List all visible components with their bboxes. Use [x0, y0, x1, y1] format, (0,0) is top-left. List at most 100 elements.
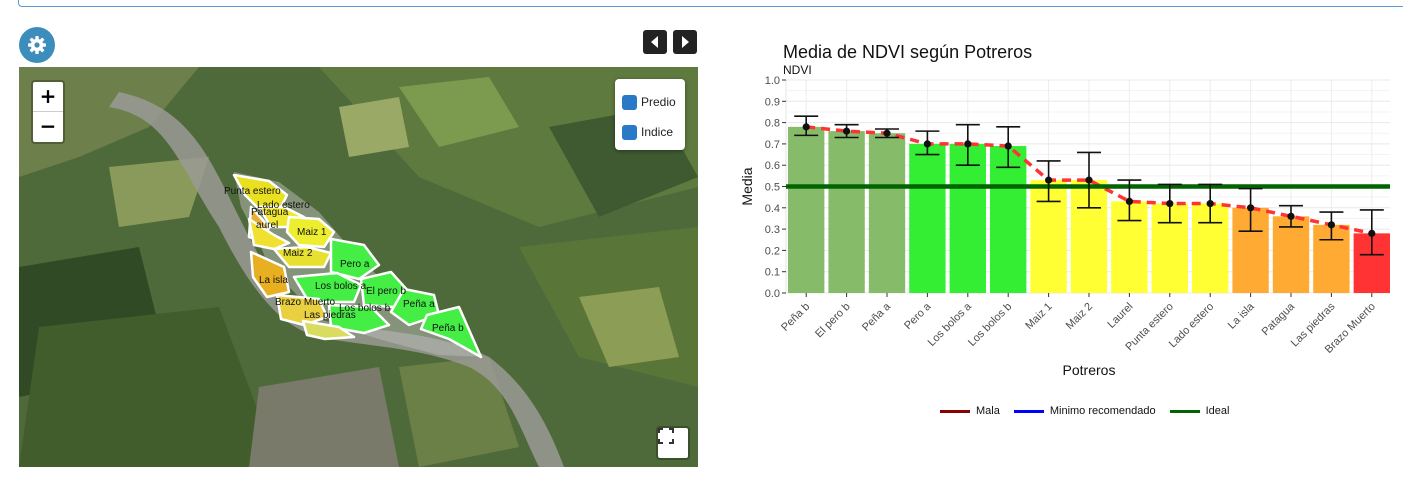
legend-label: Ideal — [1205, 405, 1230, 417]
parcel-maiz-1 — [285, 215, 336, 249]
parcel-label: Los bolos b — [339, 303, 391, 314]
y-tick-label: 0.8 — [765, 118, 780, 130]
legend-item-minimo: Minimo recomendado — [1013, 405, 1156, 417]
bar — [949, 143, 986, 293]
layer-toggle-predio[interactable]: Predio — [615, 79, 685, 117]
y-tick-label: 0.1 — [765, 267, 780, 279]
zoom-out-button[interactable]: − — [39, 114, 57, 138]
ndvi-chart: 0.0 0.1 0.2 0.3 0.4 0.5 0.6 0.7 0.8 0.9 1.0 Peña b… — [739, 75, 1390, 378]
mean-point — [1125, 197, 1133, 206]
checkbox-checked-icon[interactable] — [615, 79, 637, 140]
satellite-imagery — [19, 67, 698, 467]
mean-point — [843, 127, 851, 135]
mean-point — [1004, 142, 1012, 150]
x-tick-label: Los bolos b — [966, 301, 1014, 349]
parcel-maiz-2 — [272, 245, 333, 269]
legend-label: Mala — [976, 405, 1000, 417]
parcel-las-piedras — [301, 319, 356, 341]
y-tick-label: 0.9 — [765, 96, 780, 108]
y-tick-label: 0.3 — [765, 224, 780, 236]
parcel-label: Maiz 1 — [297, 227, 327, 238]
parcel-pero-a — [329, 237, 381, 281]
triangle-left-icon — [651, 36, 658, 48]
next-button[interactable] — [673, 30, 697, 54]
gear-icon — [28, 36, 46, 54]
map-view[interactable]: Punta estero Lado estero Patagua aurel M… — [19, 67, 698, 467]
mean-point — [802, 123, 810, 131]
checkbox-checked-icon[interactable] — [615, 79, 637, 110]
parcel-label: Los bolos a — [315, 281, 367, 292]
legend-swatch — [1013, 409, 1044, 413]
parcel-label: Peña b — [432, 323, 464, 334]
y-tick-label: 0.4 — [765, 203, 780, 215]
parcel-label: La isla — [259, 275, 288, 286]
legend-label: Minimo recomendado — [1049, 405, 1156, 417]
fullscreen-icon — [658, 428, 674, 444]
bar — [868, 133, 906, 293]
mean-point — [923, 140, 931, 148]
x-tick-label: Peña a — [860, 300, 894, 334]
mean-point — [1327, 221, 1335, 229]
parcel-label: Las piedras — [304, 310, 356, 321]
parcel-label: Punta estero — [224, 186, 281, 197]
x-tick-label: La isla — [1226, 300, 1258, 332]
chart-legend: Mala Minimo recomendado Ideal — [940, 405, 1243, 417]
x-tick-label: Maiz 1 — [1023, 301, 1054, 332]
parcel-label: El pero b — [366, 286, 407, 297]
bar — [1272, 216, 1310, 293]
x-tick-label: Pero a — [902, 300, 934, 332]
bar — [828, 131, 865, 293]
x-tick-label: Patagua — [1260, 300, 1298, 338]
y-tick-label: 0.6 — [765, 160, 780, 172]
mean-point — [1287, 212, 1295, 220]
chart-subtitle: NDVI — [783, 63, 812, 77]
trend-line — [806, 125, 1373, 236]
parcel-brazo-muerto — [275, 293, 329, 327]
y-tick-label: 1.0 — [765, 75, 780, 87]
bar — [909, 143, 946, 293]
triangle-right-icon — [682, 36, 689, 48]
x-tick-label: El pero b — [813, 301, 853, 341]
parcel-label: Maiz 2 — [283, 248, 313, 259]
mean-point — [1206, 199, 1214, 208]
parcel-label: Brazo Muerto — [275, 297, 336, 308]
y-tick-label: 0.2 — [765, 245, 780, 257]
parcel-los-bolos-b — [327, 303, 391, 335]
mean-point — [883, 129, 891, 137]
legend-item-mala: Mala — [940, 405, 1000, 417]
mean-point — [1368, 229, 1376, 237]
parcel-pena-b — [419, 305, 483, 359]
parcel-label: Patagua — [251, 207, 289, 218]
parcel-laurel — [247, 217, 291, 251]
previous-button[interactable] — [643, 30, 667, 54]
mean-point — [1166, 199, 1174, 208]
x-tick-label: Peña b — [779, 301, 812, 334]
bar — [990, 146, 1027, 293]
mean-point — [1085, 176, 1093, 184]
x-tick-label: Maiz 2 — [1064, 301, 1095, 332]
top-panel — [18, 0, 1403, 7]
y-axis-label: Media — [739, 167, 755, 205]
layer-label: Predio — [641, 95, 676, 109]
legend-swatch — [940, 409, 970, 413]
parcel-label: Peña a — [403, 299, 435, 310]
chart-title: Media de NDVI según Potreros — [783, 42, 1033, 62]
parcel-label: Lado estero — [257, 200, 310, 211]
parcel-label: Pero a — [340, 259, 370, 270]
x-tick-label: Laurel — [1105, 301, 1135, 331]
y-tick-label: 0.7 — [765, 139, 780, 151]
legend-swatch — [1169, 409, 1200, 413]
y-tick-label: 0.0 — [765, 288, 780, 300]
zoom-control: + − — [31, 80, 65, 144]
parcel-overlay — [232, 173, 483, 359]
fullscreen-button[interactable] — [656, 426, 690, 460]
zoom-in-button[interactable]: + — [33, 82, 63, 112]
parcel-label: aurel — [256, 220, 279, 231]
bar — [788, 126, 825, 293]
layer-label: Indice — [641, 125, 674, 139]
mean-point — [964, 140, 972, 148]
settings-button[interactable] — [19, 27, 55, 63]
legend-item-ideal: Ideal — [1169, 405, 1230, 417]
layer-control: Predio Indice — [615, 79, 685, 150]
layer-toggle-indice[interactable]: Indice — [615, 79, 685, 147]
